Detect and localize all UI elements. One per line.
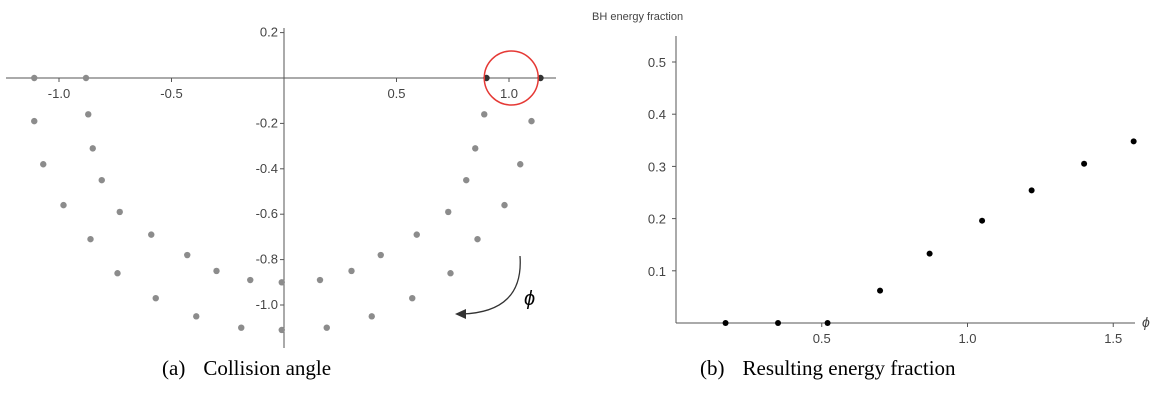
data-point [528,117,535,125]
data-point [193,313,200,320]
y-tick-label: 0.2 [648,212,666,227]
arrow-shaft [461,255,521,315]
data-point [114,270,121,277]
data-point [409,294,416,302]
x-tick-label: -0.5 [160,86,182,101]
data-point [472,145,479,152]
data-point [447,270,454,277]
energy-fraction-panel: 0.51.01.52.02.53.00.10.20.30.40.5BH ener… [580,0,1162,393]
y-tick-label: 0.2 [260,25,278,40]
data-point [82,74,90,82]
collision-angle-chart: -1.0 -0.5 0.5 1.0 0.2 -0.2 -0.4 -0.6 -0.8 -1.0 ϕ [6,25,556,348]
data-point [824,320,831,326]
x-tick-label: -1.0 [48,86,70,101]
data-point [152,294,159,302]
y-tick-label: 0.3 [648,159,666,174]
data-point [89,145,96,152]
data-point [377,251,384,259]
data-point [348,267,355,275]
data-point [517,161,524,168]
caption-a-label: (a) [162,356,186,380]
y-tick-label: 0.5 [648,55,666,70]
data-point [445,208,452,216]
data-point [116,208,123,216]
data-point [213,267,220,275]
data-point [463,176,470,184]
data-point [278,326,285,334]
data-point [501,201,508,209]
data-point [98,176,105,184]
arrow-label: ϕ [524,288,535,310]
data-point [413,231,420,238]
data-point [87,235,94,243]
data-point [877,287,884,294]
arrow-head [455,309,466,319]
data-point [31,117,38,125]
x-tick-label: 1.5 [1104,331,1122,346]
caption-b: (b) Resulting energy fraction [700,356,956,381]
data-point [278,279,285,286]
caption-b-label: (b) [700,356,725,380]
data-point [238,324,245,331]
data-point [247,276,254,284]
y-tick-label: -0.6 [256,206,278,221]
data-point [926,250,933,257]
data-point [31,74,38,82]
data-point [148,231,155,238]
data-point [184,251,191,259]
x-tick-label: 1.0 [500,86,518,101]
data-point [368,313,375,320]
data-point [60,201,67,209]
x-tick-label: 1.0 [958,331,976,346]
caption-a: (a) Collision angle [162,356,331,381]
y-tick-label: -1.0 [256,297,278,312]
x-tick-label: 0.5 [387,86,405,101]
collision-angle-panel: -1.0 -0.5 0.5 1.0 0.2 -0.2 -0.4 -0.6 -0.8 -1.0 ϕ (… [0,0,580,393]
data-point [316,276,324,284]
data-point [474,235,481,243]
energy-fraction-chart: 0.51.01.52.02.53.00.10.20.30.40.5BH ener… [592,11,1150,346]
highlight-circle [483,50,539,106]
y-tick-label: -0.4 [256,161,278,176]
y-axis-label: BH energy fraction [592,11,683,23]
data-point [979,217,986,224]
y-tick-label: -0.2 [256,115,278,130]
data-point [1028,187,1035,194]
data-point [481,111,488,118]
y-tick-label: -0.8 [256,252,278,267]
y-tick-label: 0.4 [648,107,666,122]
data-point [722,320,729,326]
data-point [40,161,47,168]
x-tick-label: 0.5 [813,331,831,346]
x-axis-label: ϕ [1142,314,1150,330]
data-point [1130,138,1137,145]
y-tick-label: 0.1 [648,264,666,279]
data-point [323,324,330,331]
data-point [1081,160,1088,167]
data-point [85,111,92,118]
data-point [775,320,782,326]
caption-a-text: Collision angle [203,356,332,380]
caption-b-text: Resulting energy fraction [742,356,956,380]
